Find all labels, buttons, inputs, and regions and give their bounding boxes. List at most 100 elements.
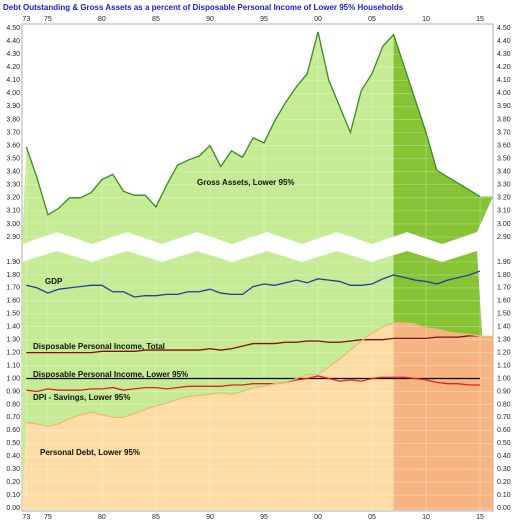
x-tick-label: 10 bbox=[422, 16, 430, 23]
series-label: GDP bbox=[45, 277, 63, 286]
y-tick-label-right: 3.80 bbox=[497, 116, 511, 123]
y-tick-label-right: 2.90 bbox=[497, 234, 511, 241]
y-tick-label: 1.10 bbox=[6, 362, 20, 369]
y-tick-label-right: 3.50 bbox=[497, 155, 511, 162]
x-tick-label: 85 bbox=[152, 16, 160, 23]
x-tick-label: 15 bbox=[476, 514, 484, 521]
x-tick-label: 00 bbox=[314, 514, 322, 521]
y-tick-label-right: 3.40 bbox=[497, 169, 511, 176]
y-tick-label-right: 3.10 bbox=[497, 208, 511, 215]
y-tick-label-right: 1.10 bbox=[497, 362, 511, 369]
y-tick-label: 2.90 bbox=[6, 234, 20, 241]
y-tick-label-right: 1.20 bbox=[497, 349, 511, 356]
y-tick-label: 1.70 bbox=[6, 285, 20, 292]
y-tick-label-right: 1.90 bbox=[497, 259, 511, 266]
area-fill-shaded bbox=[393, 34, 493, 244]
y-tick-label-right: 0.50 bbox=[497, 440, 511, 447]
y-tick-label-right: 0.10 bbox=[497, 492, 511, 499]
y-tick-label-right: 4.40 bbox=[497, 38, 511, 45]
x-tick-label: 95 bbox=[260, 514, 268, 521]
y-tick-label-right: 0.80 bbox=[497, 401, 511, 408]
y-tick-label-right: 3.00 bbox=[497, 221, 511, 228]
y-tick-label-right: 4.30 bbox=[497, 51, 511, 58]
y-tick-label: 3.30 bbox=[6, 182, 20, 189]
x-tick-label: 73 bbox=[22, 514, 30, 521]
y-tick-label-right: 1.40 bbox=[497, 324, 511, 331]
y-tick-label-right: 3.70 bbox=[497, 129, 511, 136]
y-tick-label: 0.90 bbox=[6, 388, 20, 395]
y-tick-label: 3.10 bbox=[6, 208, 20, 215]
y-tick-label: 4.50 bbox=[6, 25, 20, 32]
x-tick-label: 85 bbox=[152, 514, 160, 521]
y-tick-label: 3.70 bbox=[6, 129, 20, 136]
y-tick-label: 0.00 bbox=[6, 505, 20, 512]
y-tick-label: 1.30 bbox=[6, 337, 20, 344]
y-tick-label: 0.20 bbox=[6, 479, 20, 486]
lines bbox=[25, 31, 481, 428]
y-tick-label: 4.30 bbox=[6, 51, 20, 58]
y-tick-label-right: 1.70 bbox=[497, 285, 511, 292]
y-tick-label: 3.40 bbox=[6, 169, 20, 176]
chart-title: Debt Outstanding & Gross Assets as a per… bbox=[3, 3, 404, 12]
series-line bbox=[26, 322, 481, 428]
y-tick-label-right: 3.90 bbox=[497, 103, 511, 110]
series-label: DPI - Savings, Lower 95% bbox=[33, 393, 130, 402]
y-tick-label: 1.20 bbox=[6, 349, 20, 356]
y-tick-label-right: 0.20 bbox=[497, 479, 511, 486]
y-tick-label-right: 4.20 bbox=[497, 64, 511, 71]
series-label: Disposable Personal Income, Total bbox=[33, 342, 165, 351]
y-tick-label-right: 4.50 bbox=[497, 25, 511, 32]
y-tick-label-right: 1.30 bbox=[497, 337, 511, 344]
y-tick-label-right: 0.30 bbox=[497, 466, 511, 473]
x-tick-label: 73 bbox=[22, 16, 30, 23]
x-tick-label: 05 bbox=[368, 16, 376, 23]
y-tick-label: 1.50 bbox=[6, 311, 20, 318]
y-tick-label: 0.60 bbox=[6, 427, 20, 434]
y-tick-label: 4.20 bbox=[6, 64, 20, 71]
y-tick-label: 3.60 bbox=[6, 142, 20, 149]
y-tick-label-right: 0.90 bbox=[497, 388, 511, 395]
series-line bbox=[26, 335, 481, 354]
x-tick-label: 05 bbox=[368, 514, 376, 521]
y-tick-label: 0.40 bbox=[6, 453, 20, 460]
y-tick-label: 3.90 bbox=[6, 103, 20, 110]
y-tick-label: 1.60 bbox=[6, 298, 20, 305]
y-tick-label-right: 0.70 bbox=[497, 414, 511, 421]
y-tick-label: 1.40 bbox=[6, 324, 20, 331]
y-tick-label: 3.20 bbox=[6, 195, 20, 202]
labels: 2.90 2.90 3.00 3.00 3.10 3.10 3.20 3.20 3.30 3.30… bbox=[6, 16, 510, 521]
x-tick-label: 80 bbox=[98, 514, 106, 521]
y-tick-label: 0.70 bbox=[6, 414, 20, 421]
x-tick-label: 15 bbox=[476, 16, 484, 23]
y-tick-label-right: 4.00 bbox=[497, 90, 511, 97]
y-tick-label-right: 1.50 bbox=[497, 311, 511, 318]
y-tick-label: 0.10 bbox=[6, 492, 20, 499]
y-tick-label-right: 0.60 bbox=[497, 427, 511, 434]
y-tick-label-right: 1.00 bbox=[497, 375, 511, 382]
y-tick-label: 1.80 bbox=[6, 272, 20, 279]
y-tick-label-right: 3.60 bbox=[497, 142, 511, 149]
series-line bbox=[25, 31, 481, 216]
x-tick-label: 00 bbox=[314, 16, 322, 23]
series-line bbox=[26, 270, 481, 298]
x-tick-label: 90 bbox=[206, 514, 214, 521]
y-tick-label: 4.10 bbox=[6, 77, 20, 84]
y-tick-label: 3.00 bbox=[6, 221, 20, 228]
fills bbox=[22, 31, 493, 510]
area-fill bbox=[22, 31, 493, 245]
y-tick-label-right: 3.30 bbox=[497, 182, 511, 189]
series-label: Personal Debt, Lower 95% bbox=[40, 448, 140, 457]
y-tick-label: 3.80 bbox=[6, 116, 20, 123]
x-tick-label: 75 bbox=[44, 16, 52, 23]
y-tick-label: 4.40 bbox=[6, 38, 20, 45]
x-tick-label: 80 bbox=[98, 16, 106, 23]
y-tick-label: 0.50 bbox=[6, 440, 20, 447]
y-tick-label: 1.90 bbox=[6, 259, 20, 266]
x-tick-label: 10 bbox=[422, 514, 430, 521]
series-label: Disposable Personal Income, Lower 95% bbox=[33, 370, 188, 379]
y-tick-label: 3.50 bbox=[6, 155, 20, 162]
area-fill-shaded bbox=[393, 322, 493, 510]
area-fill bbox=[22, 322, 493, 510]
